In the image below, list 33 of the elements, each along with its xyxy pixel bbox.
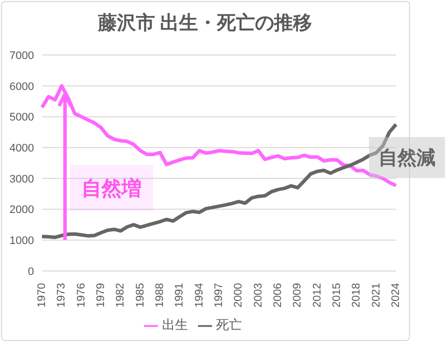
x-tick-label: 1997 (213, 283, 225, 308)
x-tick-label: 1985 (134, 283, 146, 308)
legend-label: 死亡 (216, 317, 242, 332)
x-tick-label: 2024 (390, 283, 402, 308)
x-tick-label: 1988 (154, 283, 166, 308)
x-tick-label: 1970 (36, 283, 48, 308)
x-tick-label: 1973 (56, 283, 68, 308)
x-tick-label: 2021 (370, 283, 382, 308)
x-tick-label: 1994 (193, 283, 206, 308)
x-tick-label: 1991 (174, 283, 186, 308)
chart-title: 藤沢市 出生・死亡の推移 (96, 12, 314, 36)
x-tick-label: 2018 (350, 283, 363, 308)
x-tick-label: 1979 (95, 283, 107, 308)
x-tick-label: 1982 (114, 283, 127, 308)
x-tick-label: 2009 (292, 283, 304, 308)
y-tick-label: 0 (28, 266, 34, 278)
x-tick-label: 2000 (232, 283, 245, 308)
y-tick-label: 1000 (10, 235, 34, 248)
annotation: 自然減 (369, 137, 445, 178)
annotation: 自然増 (70, 165, 153, 211)
x-tick-label: 1976 (75, 283, 88, 308)
y-tick-label: 3000 (10, 173, 34, 186)
line-series (40, 122, 398, 240)
x-tick-label: 2006 (272, 283, 284, 308)
y-tick-label: 5000 (10, 112, 34, 124)
x-tick-label: 2003 (252, 283, 264, 308)
x-tick-label: 2012 (311, 283, 324, 308)
y-tick-label: 4000 (10, 142, 34, 154)
legend-label: 出生 (162, 317, 188, 332)
y-tick-label: 7000 (10, 50, 34, 62)
y-tick-label: 6000 (10, 80, 34, 93)
y-tick-label: 2000 (10, 204, 34, 216)
x-tick-label: 2015 (331, 283, 343, 308)
